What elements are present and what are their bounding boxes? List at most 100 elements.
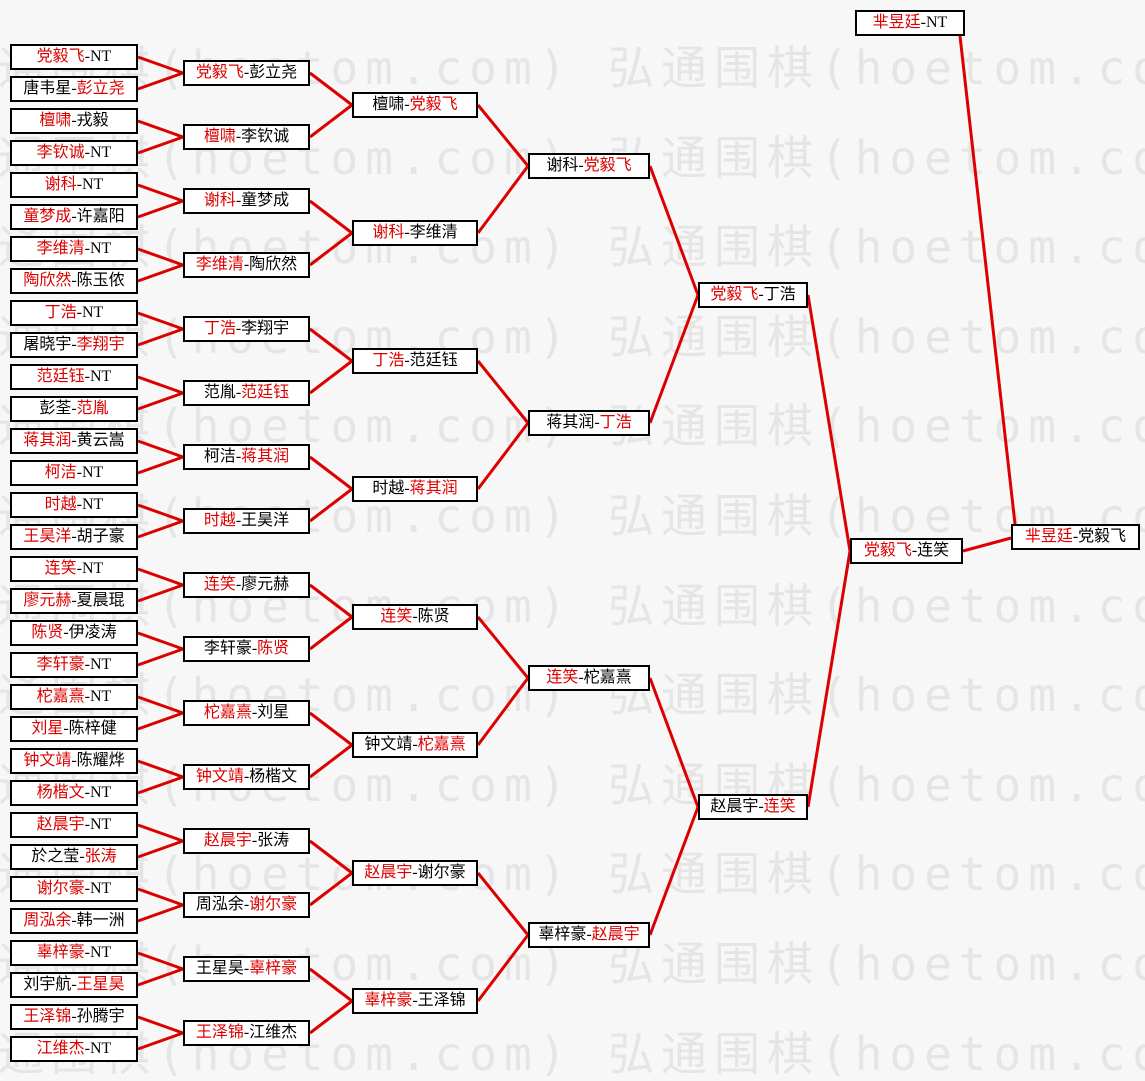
bracket-connector (806, 294, 852, 552)
name-separator: - (243, 1024, 250, 1041)
name-separator: - (243, 768, 250, 785)
player-name: 连笑 (917, 542, 950, 559)
player-name: 蒋其润 (23, 432, 72, 449)
player-name: 江维杰 (36, 1040, 85, 1057)
player-name: 胡子豪 (76, 528, 125, 545)
match-box: 刘星 - 陈梓健 (10, 716, 138, 742)
name-separator: - (71, 432, 77, 449)
match-box: 时越 - 王昊洋 (183, 508, 310, 534)
bracket-connector (137, 887, 184, 907)
player-name: 蒋其润 (409, 480, 458, 497)
name-separator: - (71, 208, 77, 225)
player-name: 党毅飞 (583, 157, 632, 174)
player-name: NT (90, 944, 112, 961)
match-box: 柁嘉熹 - NT (10, 684, 138, 710)
match-box: 王星昊 - 辜梓豪 (183, 956, 310, 982)
match-box: 於之莹 - 张涛 (10, 844, 138, 870)
player-name: 时越 (203, 512, 236, 529)
player-name: 柁嘉熹 (203, 704, 252, 721)
name-separator: - (578, 157, 584, 174)
player-name: 廖元赫 (23, 592, 72, 609)
name-separator: - (404, 224, 410, 241)
bracket-connector (309, 487, 353, 523)
match-box: 李维清 - NT (10, 236, 138, 262)
match-box: 唐韦星 - 彭立尧 (10, 76, 138, 102)
player-name: 唐韦星 (23, 80, 72, 97)
player-name: 李轩豪 (36, 656, 85, 673)
name-separator: - (412, 608, 418, 625)
name-separator: - (71, 112, 77, 129)
bracket-connector (137, 135, 184, 155)
name-separator: - (412, 864, 418, 881)
name-separator: - (84, 1040, 90, 1057)
bracket-connector (648, 677, 700, 808)
match-box: 赵晨宇 - 连笑 (698, 794, 808, 820)
player-name: 柯洁 (203, 448, 236, 465)
player-name: 彭立尧 (76, 80, 125, 97)
name-separator: - (71, 976, 77, 993)
bracket-connector (309, 615, 353, 651)
match-box: 李轩豪 - NT (10, 652, 138, 678)
name-separator: - (84, 240, 90, 257)
name-separator: - (404, 96, 410, 113)
match-box: 谢科 - NT (10, 172, 138, 198)
match-box: 连笑 - NT (10, 556, 138, 582)
match-box: 李钦诚 - NT (10, 140, 138, 166)
bracket-connector (137, 695, 184, 715)
player-name: 檀啸 (203, 128, 236, 145)
match-box: 廖元赫 - 夏晨琨 (10, 588, 138, 614)
player-name: 伊凌涛 (68, 624, 117, 641)
match-box: 芈昱廷 - 党毅飞 (1011, 524, 1140, 550)
match-box: 李轩豪 - 陈贤 (183, 636, 310, 662)
name-separator: - (71, 80, 77, 97)
bracket-connector (137, 823, 184, 843)
match-box: 连笑 - 柁嘉熹 (528, 665, 650, 691)
name-separator: - (235, 512, 242, 529)
player-name: 丁浩 (763, 286, 796, 303)
player-name: 芈昱廷 (1024, 528, 1073, 545)
player-name: 柁嘉熹 (583, 669, 632, 686)
bracket-connector (806, 550, 852, 808)
match-box: 连笑 - 廖元赫 (183, 572, 310, 598)
name-separator: - (251, 704, 258, 721)
player-name: 李翔宇 (241, 320, 290, 337)
player-name: 党毅飞 (863, 542, 912, 559)
name-separator: - (71, 752, 77, 769)
player-name: 於之莹 (31, 848, 80, 865)
match-box: 丁浩 - 李翔宇 (183, 316, 310, 342)
player-name: NT (82, 560, 104, 577)
match-box: 辜梓豪 - NT (10, 940, 138, 966)
player-name: 时越 (372, 480, 405, 497)
bracket-connector (137, 711, 184, 731)
bracket-connector (137, 183, 184, 203)
name-separator: - (71, 400, 77, 417)
bracket-connector (137, 1015, 184, 1035)
bracket-connector (476, 104, 530, 167)
player-name: 芈昱廷 (872, 14, 921, 31)
bracket-connector (137, 247, 184, 267)
match-box: 谢科 - 童梦成 (183, 188, 310, 214)
bracket-connector (137, 775, 184, 795)
player-name: 王泽锦 (195, 1024, 244, 1041)
match-box: 刘宇航 - 王星昊 (10, 972, 138, 998)
bracket-connector (309, 103, 353, 139)
bracket-connector (137, 631, 184, 651)
name-separator: - (84, 656, 90, 673)
name-separator: - (235, 448, 242, 465)
match-box: 范廷钰 - NT (10, 364, 138, 390)
match-box: 王泽锦 - 孙腾宇 (10, 1004, 138, 1030)
match-box: 王昊洋 - 胡子豪 (10, 524, 138, 550)
bracket-connector (476, 422, 530, 490)
player-name: 谢科 (546, 157, 579, 174)
player-name: 陈玉侬 (76, 272, 125, 289)
bracket-connector (137, 503, 184, 523)
player-name: 王星昊 (195, 960, 244, 977)
match-box: 谢尔豪 - NT (10, 876, 138, 902)
player-name: 李翔宇 (76, 336, 125, 353)
player-name: 屠晓宇 (23, 336, 72, 353)
player-name: 周泓余 (195, 896, 244, 913)
bracket-connector (137, 375, 184, 395)
player-name: 谢尔豪 (36, 880, 85, 897)
name-separator: - (84, 144, 90, 161)
player-name: 王星昊 (76, 976, 125, 993)
